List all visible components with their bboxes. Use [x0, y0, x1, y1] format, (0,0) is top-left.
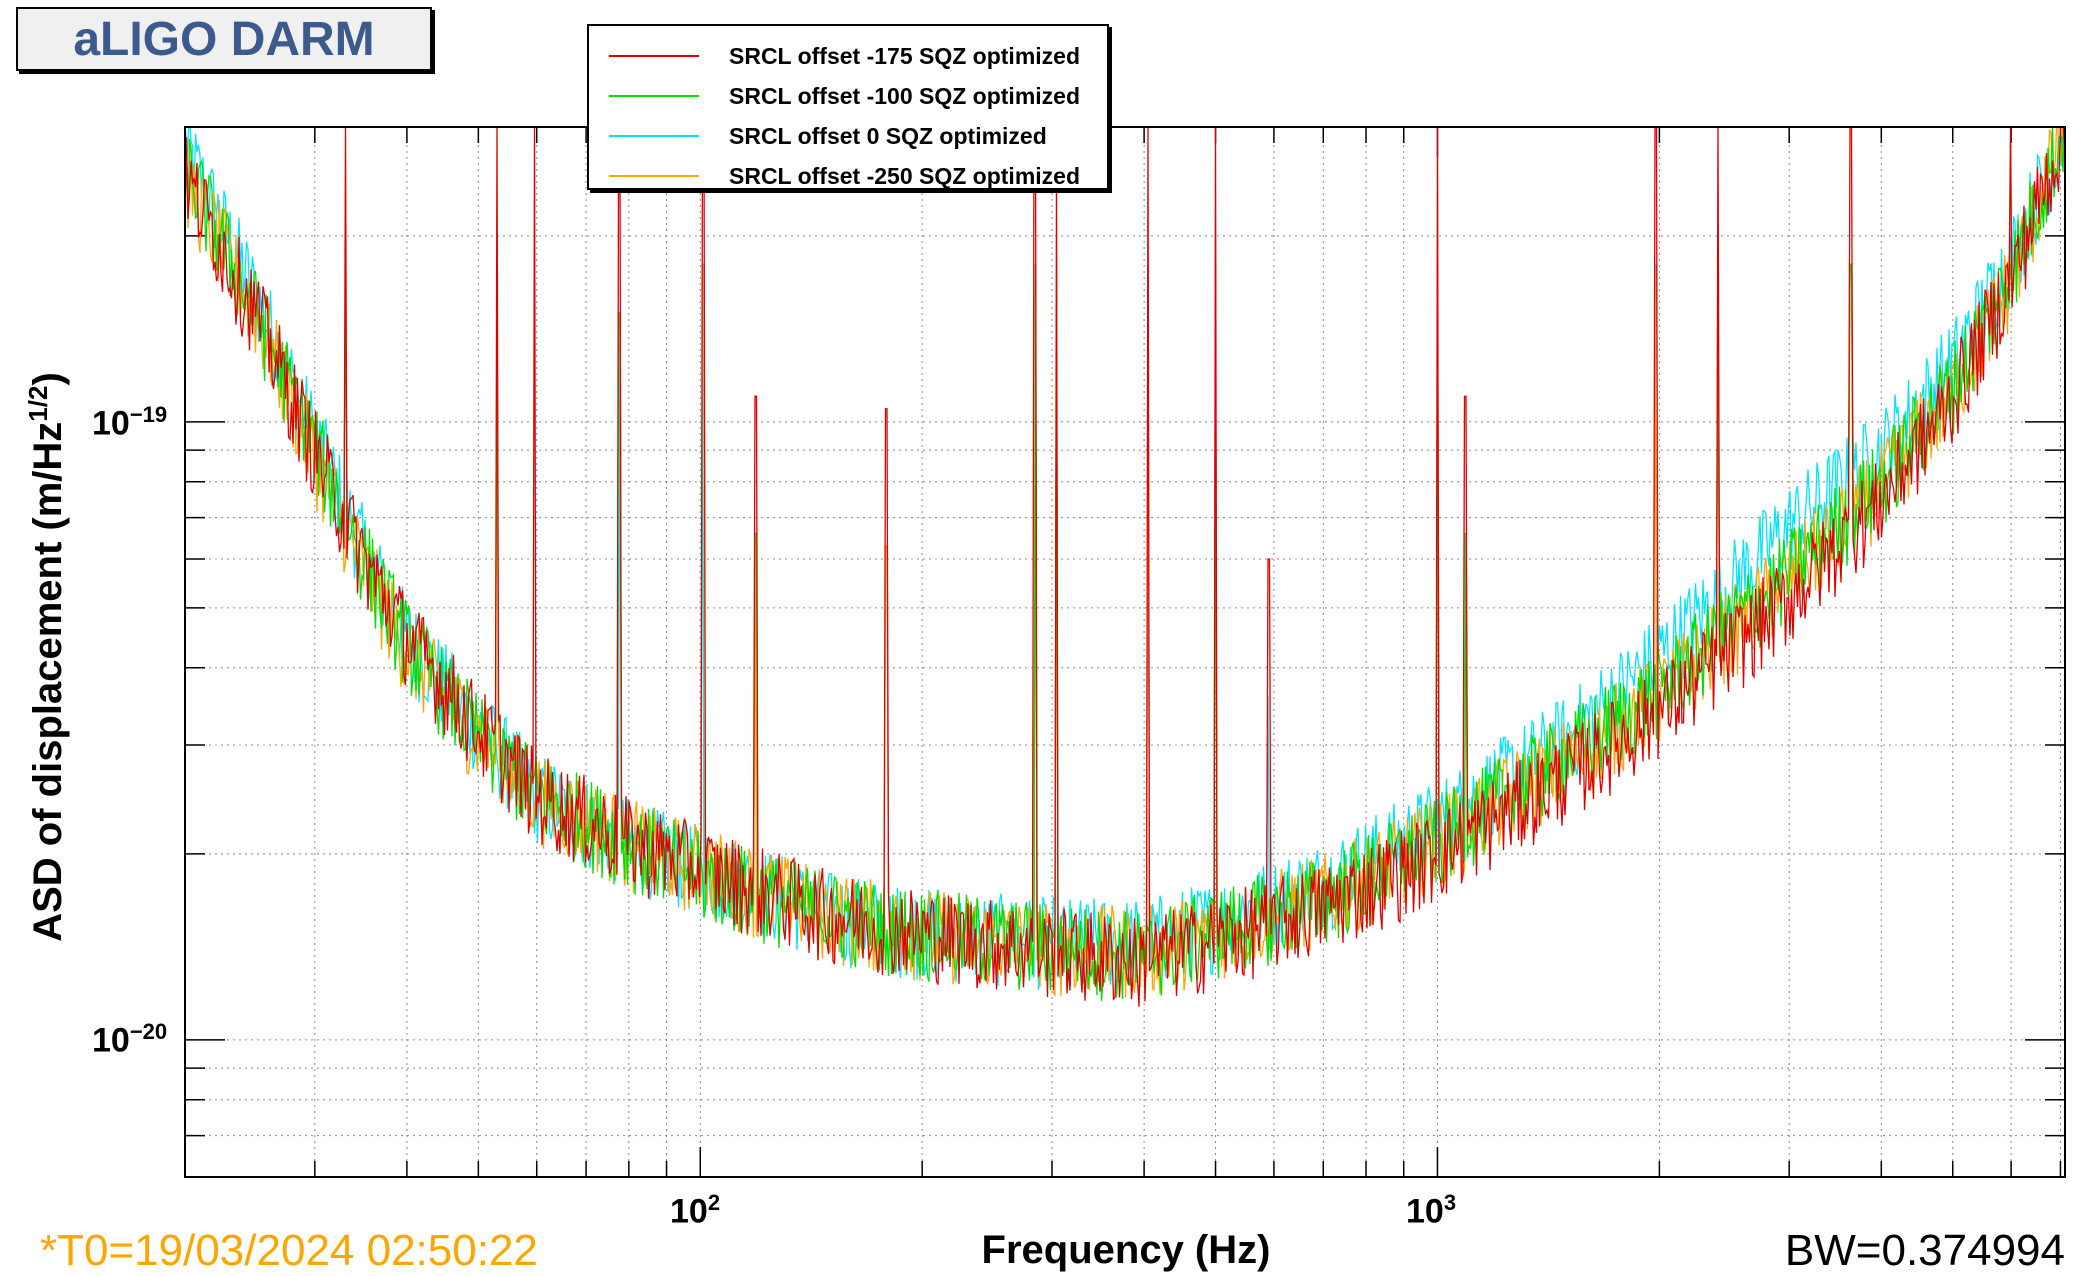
x-tick-label: 103 [1406, 1190, 1457, 1231]
y-tick-label: 10−20 [92, 1019, 168, 1060]
legend-swatch [609, 175, 699, 177]
x-axis-label: Frequency (Hz) [981, 1228, 1271, 1272]
x-tick-label: 102 [670, 1190, 721, 1231]
legend-entry: SRCL offset 0 SQZ optimized [589, 116, 1107, 156]
legend-label: SRCL offset -100 SQZ optimized [729, 82, 1081, 109]
legend: SRCL offset -175 SQZ optimized SRCL offs… [587, 24, 1109, 190]
bandwidth-readout: BW=0.374994 [1784, 1226, 2065, 1275]
series-line [185, 127, 2065, 1007]
y-tick-label: 10−19 [92, 402, 168, 443]
legend-entry: SRCL offset -250 SQZ optimized [589, 156, 1107, 196]
chart-title: aLIGO DARM [16, 7, 432, 71]
legend-swatch [609, 135, 699, 137]
series-line [185, 127, 2064, 998]
series-line [185, 127, 2065, 990]
legend-label: SRCL offset -250 SQZ optimized [729, 162, 1081, 189]
series-line [185, 127, 2065, 1002]
y-axis-label-close: ) [26, 372, 71, 386]
plot-frame [184, 126, 2066, 1178]
y-axis-label: ASD of displacement (m/Hz1/2) [23, 372, 71, 942]
legend-label: SRCL offset 0 SQZ optimized [729, 122, 1047, 149]
y-axis-label-sup: 1/2 [22, 385, 53, 422]
legend-swatch [609, 55, 699, 57]
legend-label: SRCL offset -175 SQZ optimized [729, 42, 1081, 69]
t0-timestamp: *T0=19/03/2024 02:50:22 [40, 1226, 538, 1275]
legend-entry: SRCL offset -100 SQZ optimized [589, 76, 1107, 116]
legend-swatch [609, 95, 699, 97]
y-axis-label-text: ASD of displacement (m/Hz [26, 421, 71, 942]
legend-entry: SRCL offset -175 SQZ optimized [589, 36, 1107, 76]
